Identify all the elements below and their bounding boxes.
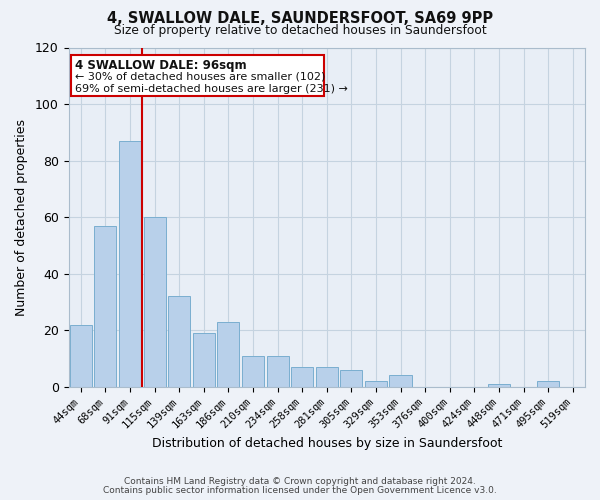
Bar [266,356,289,386]
Bar [143,217,166,386]
Bar [488,384,510,386]
Bar [365,381,387,386]
Y-axis label: Number of detached properties: Number of detached properties [15,118,28,316]
Text: ← 30% of detached houses are smaller (102): ← 30% of detached houses are smaller (10… [74,72,325,82]
Bar [94,226,116,386]
Bar [217,322,239,386]
Bar [316,367,338,386]
Bar [70,324,92,386]
Bar [168,296,190,386]
Bar [291,367,313,386]
Bar [242,356,264,386]
Text: Contains public sector information licensed under the Open Government Licence v3: Contains public sector information licen… [103,486,497,495]
Text: Contains HM Land Registry data © Crown copyright and database right 2024.: Contains HM Land Registry data © Crown c… [124,477,476,486]
Bar [537,381,559,386]
Bar [193,333,215,386]
Text: 4, SWALLOW DALE, SAUNDERSFOOT, SA69 9PP: 4, SWALLOW DALE, SAUNDERSFOOT, SA69 9PP [107,11,493,26]
Bar [71,54,325,96]
Bar [340,370,362,386]
Bar [389,376,412,386]
Text: 69% of semi-detached houses are larger (231) →: 69% of semi-detached houses are larger (… [74,84,347,94]
X-axis label: Distribution of detached houses by size in Saundersfoot: Distribution of detached houses by size … [152,437,502,450]
Bar [119,141,141,386]
Text: Size of property relative to detached houses in Saundersfoot: Size of property relative to detached ho… [113,24,487,37]
Text: 4 SWALLOW DALE: 96sqm: 4 SWALLOW DALE: 96sqm [74,59,247,72]
